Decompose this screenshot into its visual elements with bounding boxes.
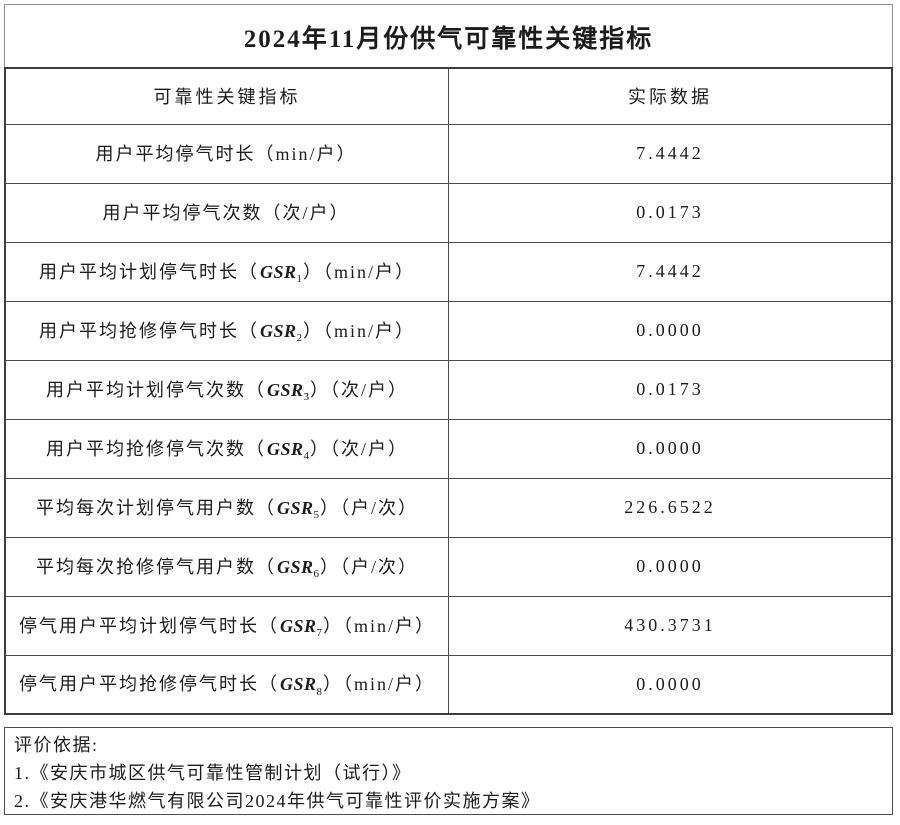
indicator-value: 430.3731 bbox=[448, 595, 893, 656]
table-row: 用户平均停气次数（次/户） 0.0173 bbox=[4, 182, 893, 243]
gsr-subscript: 8 bbox=[316, 686, 323, 699]
gsr-subscript: 6 bbox=[313, 568, 320, 581]
gsr-subscript: 5 bbox=[313, 509, 320, 522]
gsr-subscript: 1 bbox=[296, 273, 303, 286]
note-item: 2.《安庆港华燃气有限公司2024年供气可靠性评价实施方案》 bbox=[14, 791, 541, 811]
indicator-value: 0.0000 bbox=[448, 536, 893, 597]
table-row: 平均每次计划停气用户数（GSR5）（户/次） 226.6522 bbox=[4, 477, 893, 538]
table-row: 停气用户平均抢修停气时长（GSR8）（min/户） 0.0000 bbox=[4, 654, 893, 715]
gsr-symbol: GSR bbox=[279, 674, 317, 695]
gsr-subscript: 3 bbox=[303, 391, 310, 404]
gsr-subscript bbox=[358, 155, 359, 167]
note-item: 1.《安庆市城区供气可靠性管制计划（试行）》 bbox=[14, 763, 412, 783]
indicator-label: 用户平均停气次数（次/户） bbox=[4, 182, 449, 243]
indicator-label: 用户平均停气时长（min/户） bbox=[4, 123, 449, 184]
column-header-actual-data: 实际数据 bbox=[448, 67, 893, 125]
indicators-table: 可靠性关键指标 实际数据 用户平均停气时长（min/户） 7.4442 用户平均停气… bbox=[4, 67, 893, 715]
table-row: 用户平均计划停气时长（GSR1）（min/户） 7.4442 bbox=[4, 241, 893, 302]
gsr-symbol: GSR bbox=[276, 556, 314, 577]
notes-box: 评价依据: 1.《安庆市城区供气可靠性管制计划（试行）》 2.《安庆港华燃气有限… bbox=[4, 727, 893, 815]
indicator-value: 226.6522 bbox=[448, 477, 893, 538]
gsr-symbol: GSR bbox=[259, 320, 297, 341]
indicator-label: 停气用户平均计划停气时长（GSR7）（min/户） bbox=[4, 595, 449, 656]
table-row: 用户平均抢修停气时长（GSR2）（min/户） 0.0000 bbox=[4, 300, 893, 361]
indicator-label: 平均每次抢修停气用户数（GSR6）（户/次） bbox=[4, 536, 449, 597]
gsr-subscript: 7 bbox=[316, 627, 323, 640]
indicator-label: 平均每次计划停气用户数（GSR5）（户/次） bbox=[4, 477, 449, 538]
gsr-symbol: GSR bbox=[276, 497, 314, 518]
gsr-subscript bbox=[351, 214, 352, 226]
table-row: 用户平均计划停气次数（GSR3）（次/户） 0.0173 bbox=[4, 359, 893, 420]
indicator-label: 用户平均抢修停气次数（GSR4）（次/户） bbox=[4, 418, 449, 479]
notes-heading: 评价依据: bbox=[14, 735, 99, 755]
table-header-row: 可靠性关键指标 实际数据 bbox=[4, 67, 893, 125]
gsr-symbol: GSR bbox=[266, 379, 304, 400]
indicator-value: 0.0000 bbox=[448, 654, 893, 715]
indicator-value: 0.0173 bbox=[448, 182, 893, 243]
indicator-label: 用户平均抢修停气时长（GSR2）（min/户） bbox=[4, 300, 449, 361]
gsr-subscript: 4 bbox=[303, 450, 310, 463]
indicator-value: 0.0173 bbox=[448, 359, 893, 420]
table-row: 用户平均停气时长（min/户） 7.4442 bbox=[4, 123, 893, 184]
indicator-value: 7.4442 bbox=[448, 241, 893, 302]
title-box: 2024年11月份供气可靠性关键指标 bbox=[4, 4, 893, 68]
indicator-label: 用户平均计划停气时长（GSR1）（min/户） bbox=[4, 241, 449, 302]
gsr-symbol: GSR bbox=[279, 615, 317, 636]
indicator-label: 停气用户平均抢修停气时长（GSR8）（min/户） bbox=[4, 654, 449, 715]
column-header-indicator: 可靠性关键指标 bbox=[4, 67, 449, 125]
table-row: 平均每次抢修停气用户数（GSR6）（户/次） 0.0000 bbox=[4, 536, 893, 597]
table-row: 停气用户平均计划停气时长（GSR7）（min/户） 430.3731 bbox=[4, 595, 893, 656]
gsr-symbol: GSR bbox=[266, 438, 304, 459]
page-title: 2024年11月份供气可靠性关键指标 bbox=[243, 25, 654, 53]
gsr-subscript: 2 bbox=[296, 332, 303, 345]
table-row: 用户平均抢修停气次数（GSR4）（次/户） 0.0000 bbox=[4, 418, 893, 479]
indicator-label: 用户平均计划停气次数（GSR3）（次/户） bbox=[4, 359, 449, 420]
indicator-value: 7.4442 bbox=[448, 123, 893, 184]
gsr-symbol: GSR bbox=[259, 261, 297, 282]
indicator-value: 0.0000 bbox=[448, 300, 893, 361]
indicator-value: 0.0000 bbox=[448, 418, 893, 479]
